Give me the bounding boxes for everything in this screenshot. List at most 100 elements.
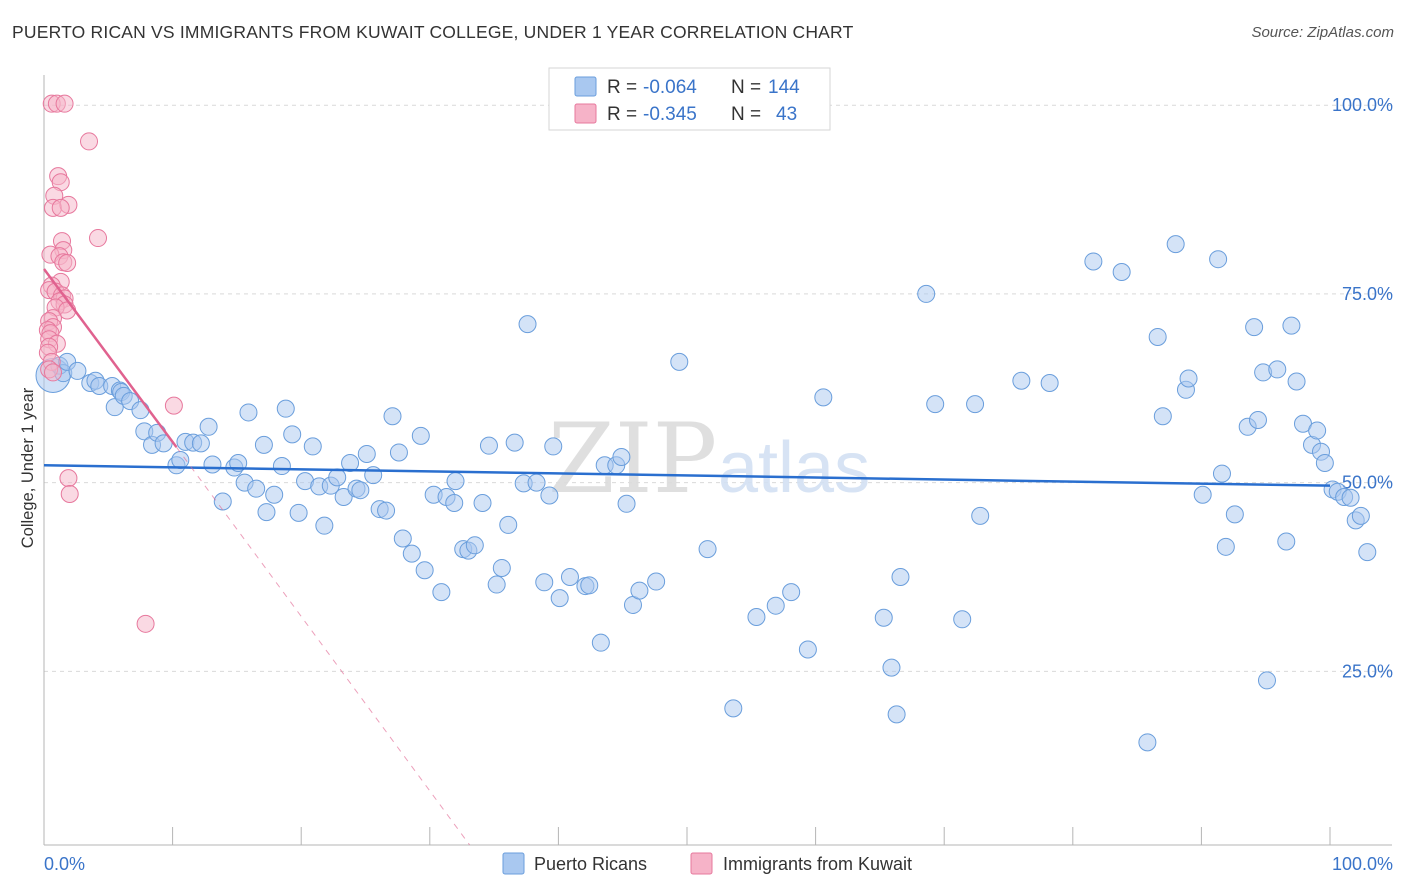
puerto-ricans-point bbox=[492, 558, 511, 577]
puerto-ricans-point bbox=[1248, 410, 1267, 429]
puerto-ricans-point bbox=[527, 473, 546, 492]
axes bbox=[43, 75, 1392, 846]
puerto-ricans-point bbox=[1179, 369, 1198, 388]
y-axis-tick-labels: 100.0% 75.0% 50.0% 25.0% bbox=[1332, 95, 1393, 681]
kuwait-point bbox=[51, 198, 70, 217]
y-tick-label-50: 50.0% bbox=[1342, 473, 1393, 493]
puerto-ricans-point bbox=[874, 608, 893, 627]
puerto-ricans-point bbox=[203, 455, 222, 474]
puerto-ricans-point bbox=[357, 444, 376, 463]
x-tick-label-100: 100.0% bbox=[1332, 854, 1393, 874]
x-tick-label-0: 0.0% bbox=[44, 854, 85, 874]
puerto-ricans-point bbox=[814, 388, 833, 407]
puerto-ricans-point bbox=[1282, 316, 1301, 335]
puerto-ricans-point bbox=[499, 515, 518, 534]
puerto-ricans-point bbox=[131, 401, 150, 420]
puerto-ricans-point bbox=[272, 457, 291, 476]
puerto-ricans-point bbox=[276, 399, 295, 418]
puerto-ricans-point bbox=[505, 433, 524, 452]
legend-n-value-blue: 144 bbox=[768, 77, 800, 98]
puerto-ricans-point bbox=[68, 361, 87, 380]
puerto-ricans-point bbox=[1308, 421, 1327, 440]
legend-swatch-blue bbox=[574, 76, 597, 97]
puerto-ricans-point bbox=[283, 425, 302, 444]
puerto-ricans-point bbox=[1277, 532, 1296, 551]
puerto-ricans-point bbox=[257, 503, 276, 522]
y-tick-label-75: 75.0% bbox=[1342, 284, 1393, 304]
y-tick-label-100: 100.0% bbox=[1332, 95, 1393, 115]
kuwait-trend-extension bbox=[176, 446, 471, 846]
puerto-ricans-point bbox=[926, 395, 945, 414]
puerto-ricans-point bbox=[254, 435, 273, 454]
puerto-ricans-point bbox=[518, 315, 537, 334]
puerto-ricans-point bbox=[1358, 543, 1377, 562]
puerto-ricans-point bbox=[591, 633, 610, 652]
legend-swatch-immigrants-from-kuwait bbox=[690, 852, 713, 875]
puerto-ricans-point bbox=[966, 395, 985, 414]
puerto-ricans-point bbox=[465, 536, 484, 555]
puerto-ricans-point bbox=[191, 434, 210, 453]
puerto-ricans-point bbox=[1193, 485, 1212, 504]
kuwait-point bbox=[80, 132, 99, 151]
puerto-ricans-point bbox=[265, 485, 284, 504]
legend-swatch-pink bbox=[574, 103, 597, 124]
kuwait-point bbox=[59, 469, 78, 488]
puerto-ricans-point bbox=[383, 407, 402, 426]
kuwait-point bbox=[55, 94, 74, 113]
kuwait-point bbox=[44, 363, 63, 382]
legend-r-value-blue: -0.064 bbox=[643, 77, 697, 98]
puerto-ricans-point bbox=[213, 492, 232, 511]
kuwait-point bbox=[164, 396, 183, 415]
puerto-ricans-point bbox=[1315, 454, 1334, 473]
puerto-ricans-point bbox=[1225, 505, 1244, 524]
puerto-ricans-point bbox=[1245, 318, 1264, 337]
x-axis-ticks bbox=[43, 827, 1331, 845]
puerto-ricans-point bbox=[473, 494, 492, 513]
puerto-ricans-point bbox=[630, 581, 649, 600]
puerto-ricans-point bbox=[535, 573, 554, 592]
legend-r-label-blue: R = bbox=[607, 77, 637, 98]
puerto-ricans-point bbox=[328, 468, 347, 487]
puerto-ricans-point bbox=[670, 352, 689, 371]
kuwait-point bbox=[136, 614, 155, 633]
y-axis-label: College, Under 1 year bbox=[19, 387, 37, 548]
puerto-ricans-point bbox=[550, 589, 569, 608]
puerto-ricans-point bbox=[351, 481, 370, 500]
puerto-ricans-point bbox=[724, 699, 743, 718]
puerto-ricans-point bbox=[364, 466, 383, 485]
puerto-ricans-point bbox=[334, 487, 353, 506]
puerto-ricans-point bbox=[247, 479, 266, 498]
puerto-ricans-point bbox=[199, 417, 218, 436]
legend-label-immigrants-from-kuwait: Immigrants from Kuwait bbox=[723, 854, 912, 874]
puerto-ricans-trend-line bbox=[43, 464, 1331, 487]
puerto-ricans-point bbox=[1341, 488, 1360, 507]
correlation-legend: R = -0.064 N = 144 R = -0.345 N = 43 bbox=[548, 67, 831, 131]
puerto-ricans-point bbox=[1351, 506, 1370, 525]
puerto-ricans-point bbox=[798, 640, 817, 659]
puerto-ricans-point bbox=[698, 540, 717, 559]
puerto-ricans-point bbox=[612, 447, 631, 466]
legend-n-label-pink: N = bbox=[731, 104, 761, 125]
watermark: ZIP atlas bbox=[548, 403, 870, 515]
legend-swatch-puerto-ricans bbox=[502, 852, 525, 875]
puerto-ricans-point bbox=[887, 705, 906, 724]
legend-n-label-blue: N = bbox=[731, 77, 761, 98]
series-legend: Puerto Ricans Immigrants from Kuwait bbox=[502, 852, 912, 875]
puerto-ricans-point bbox=[882, 658, 901, 677]
y-tick-label-25: 25.0% bbox=[1342, 661, 1393, 681]
puerto-ricans-point bbox=[479, 436, 498, 455]
x-axis-tick-labels: 0.0% 100.0% bbox=[44, 854, 1393, 874]
puerto-ricans-point bbox=[1112, 263, 1131, 282]
puerto-ricans-point bbox=[303, 437, 322, 456]
puerto-ricans-point bbox=[1153, 407, 1172, 426]
puerto-ricans-point bbox=[647, 572, 666, 591]
puerto-ricans-point bbox=[402, 544, 421, 563]
puerto-ricans-point bbox=[445, 494, 464, 513]
puerto-ricans-point bbox=[1084, 252, 1103, 271]
chart-title: PUERTO RICAN VS IMMIGRANTS FROM KUWAIT C… bbox=[12, 22, 854, 42]
puerto-ricans-point bbox=[432, 583, 451, 602]
puerto-ricans-point bbox=[782, 583, 801, 602]
source-credit: Source: ZipAtlas.com bbox=[1251, 24, 1394, 41]
puerto-ricans-point bbox=[1212, 464, 1231, 483]
